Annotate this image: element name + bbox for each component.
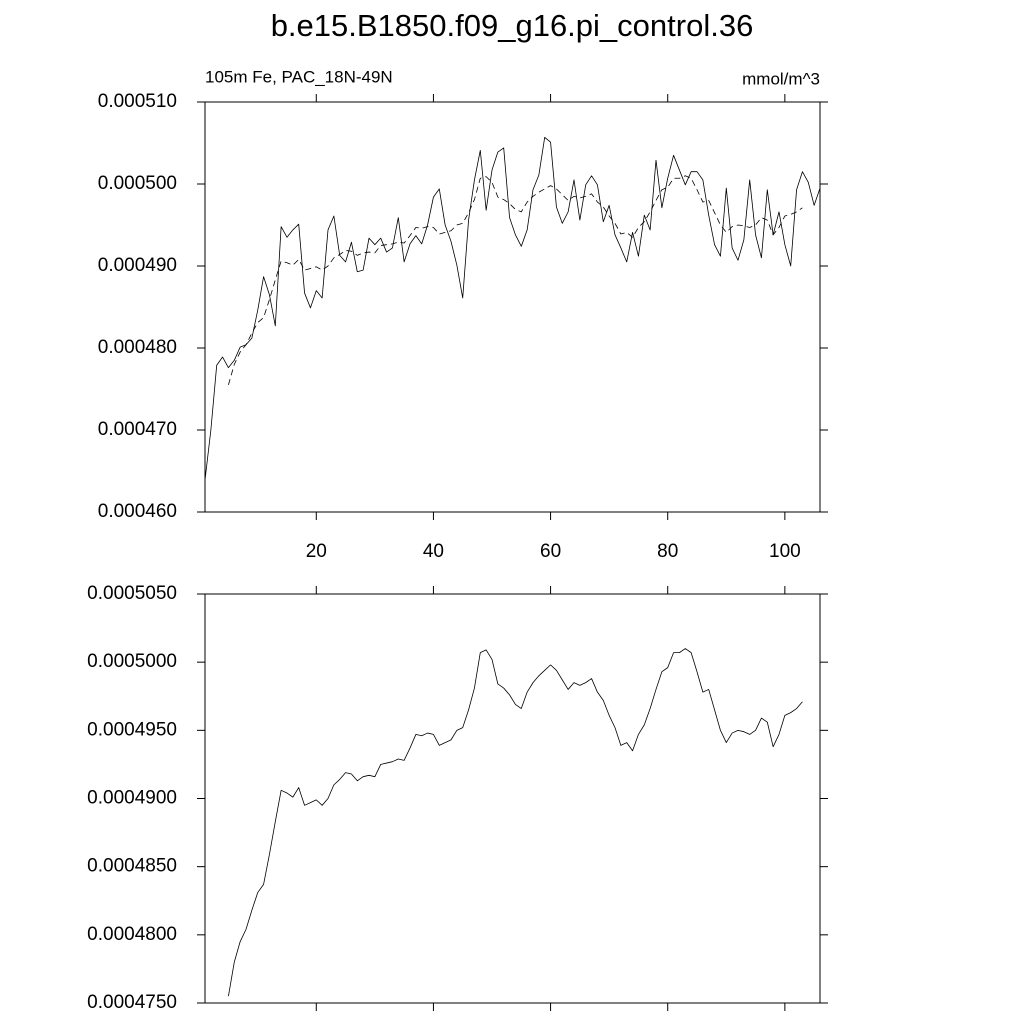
x-tick-label: 20 [306,541,327,562]
y-tick-label: 0.000460 [98,501,177,522]
plot-frame [204,101,821,513]
y-tick-label: 0.0004950 [87,719,177,740]
right-string: mmol/m^3 [742,69,820,88]
left-string: 105m Fe, PAC_18N-49N [205,67,393,86]
data-line [228,648,803,997]
y-tick-label: 0.0005050 [87,583,177,604]
y-tick-label: 0.000490 [98,255,177,276]
plot-frame [204,593,821,1004]
x-tick-label: 40 [423,541,444,562]
x-tick-label: 80 [657,541,678,562]
y-tick-label: 0.000500 [98,173,177,194]
y-tick-label: 0.000470 [98,419,177,440]
y-tick-label: 0.0005000 [87,651,177,672]
x-tick-label: 100 [769,541,801,562]
y-tick-label: 0.000480 [98,337,177,358]
y-tick-label: 0.0004900 [87,788,177,809]
data-line [204,136,821,481]
data-line [228,175,803,386]
y-tick-label: 0.000510 [98,91,177,112]
x-tick-label: 60 [540,541,561,562]
y-tick-label: 0.0004750 [87,992,177,1013]
y-tick-label: 0.0004850 [87,856,177,877]
y-tick-label: 0.0004800 [87,924,177,945]
figure-title: b.e15.B1850.f09_g16.pi_control.36 [271,8,754,43]
